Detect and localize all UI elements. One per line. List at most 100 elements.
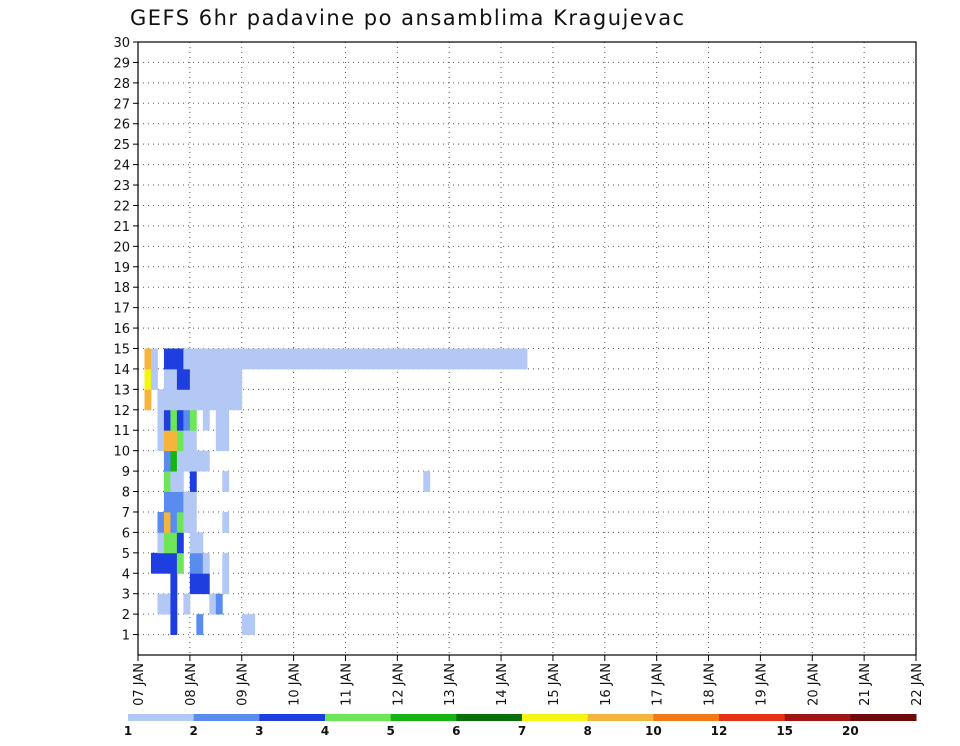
heat-cell — [403, 348, 411, 370]
colorbar-swatch — [719, 714, 786, 721]
colorbar-label: 8 — [583, 724, 591, 738]
y-tick-label: 12 — [113, 404, 130, 419]
heat-cell — [222, 552, 230, 574]
colorbar-swatch — [653, 714, 720, 721]
heat-cell — [163, 368, 171, 390]
colorbar-label: 20 — [842, 724, 859, 738]
heat-cell — [377, 348, 385, 370]
heat-cell — [183, 491, 191, 513]
y-tick-label: 30 — [113, 36, 130, 51]
heat-cell — [170, 511, 178, 533]
heat-cell — [520, 348, 528, 370]
heat-cell — [176, 450, 184, 472]
heat-cell — [163, 532, 171, 554]
colorbar-label: 15 — [776, 724, 793, 738]
heat-cell — [170, 532, 178, 554]
heat-cell — [196, 573, 204, 595]
y-tick-label: 23 — [113, 179, 130, 194]
heat-cell — [157, 430, 165, 452]
heat-cell — [163, 430, 171, 452]
y-tick-label: 6 — [122, 526, 130, 541]
heat-cell — [176, 511, 184, 533]
heat-cell — [196, 348, 204, 370]
heat-cell — [209, 593, 217, 615]
x-tick-label: 16 JAN — [599, 663, 614, 706]
heat-cell — [183, 430, 191, 452]
heat-cell — [371, 348, 379, 370]
heat-cell — [248, 614, 256, 635]
heat-cell — [501, 348, 508, 370]
heat-cell — [170, 552, 178, 574]
x-tick-label: 18 JAN — [703, 663, 718, 706]
heat-cell — [222, 409, 230, 431]
heat-cell — [144, 389, 152, 411]
heat-cell — [280, 348, 288, 370]
heat-cell — [338, 348, 346, 370]
y-tick-label: 2 — [122, 608, 130, 623]
heat-cell — [157, 511, 165, 533]
heat-cell — [475, 348, 483, 370]
heat-cell — [410, 348, 418, 370]
x-tick-label: 13 JAN — [443, 663, 458, 706]
x-tick-label: 17 JAN — [651, 663, 666, 706]
heat-cell — [202, 348, 210, 370]
heat-cell — [215, 348, 223, 370]
heat-cell — [176, 430, 184, 452]
y-tick-label: 25 — [113, 138, 130, 153]
y-tick-label: 29 — [113, 56, 130, 71]
heat-cell — [189, 348, 197, 370]
y-tick-label: 4 — [122, 567, 130, 582]
heat-cell — [163, 471, 171, 492]
heat-cell — [163, 450, 171, 472]
heat-cell — [170, 348, 178, 370]
y-tick-label: 22 — [113, 199, 130, 214]
colorbar-label: 12 — [711, 724, 728, 738]
heat-cell — [215, 430, 223, 452]
colorbar-swatch — [784, 714, 851, 721]
x-tick-label: 22 JAN — [910, 663, 925, 706]
heat-cell — [183, 593, 191, 615]
heat-cell — [163, 593, 171, 615]
heat-cell — [157, 409, 165, 431]
heat-cell — [228, 389, 236, 411]
y-tick-label: 24 — [113, 159, 130, 174]
heat-cell — [189, 389, 197, 411]
heat-cell — [436, 348, 444, 370]
heat-cell — [189, 511, 197, 533]
heat-cell — [319, 348, 327, 370]
heat-cell — [176, 409, 184, 431]
heat-cell — [429, 348, 437, 370]
x-tick-label: 10 JAN — [288, 663, 303, 706]
colorbar-label: 4 — [321, 724, 329, 738]
colorbar-swatch — [522, 714, 589, 721]
heat-cell — [176, 532, 184, 554]
heat-cell — [189, 552, 197, 574]
heat-cell — [202, 450, 210, 472]
heat-cell — [416, 348, 424, 370]
heat-cell — [189, 491, 197, 513]
x-tick-label: 20 JAN — [806, 663, 821, 706]
heat-cell — [170, 430, 178, 452]
heat-cell — [215, 368, 223, 390]
heat-cell — [209, 348, 217, 370]
heat-cell — [157, 389, 165, 411]
heat-cell — [423, 348, 431, 370]
chart-title: GEFS 6hr padavine po ansamblima Kragujev… — [130, 6, 686, 30]
heat-cell — [442, 348, 450, 370]
x-tick-label: 08 JAN — [184, 663, 199, 706]
heat-cell — [189, 573, 197, 595]
heat-cell — [170, 389, 178, 411]
colorbar-swatch — [456, 714, 523, 721]
y-tick-label: 21 — [113, 220, 130, 235]
heat-cell — [157, 532, 165, 554]
x-tick-label: 14 JAN — [495, 663, 510, 706]
heat-cell — [306, 348, 314, 370]
colorbar-swatch — [390, 714, 457, 721]
heat-cell — [222, 389, 230, 411]
y-tick-label: 13 — [113, 383, 130, 398]
heat-cell — [222, 368, 230, 390]
heat-cell — [215, 409, 223, 431]
y-tick-label: 15 — [113, 343, 130, 358]
